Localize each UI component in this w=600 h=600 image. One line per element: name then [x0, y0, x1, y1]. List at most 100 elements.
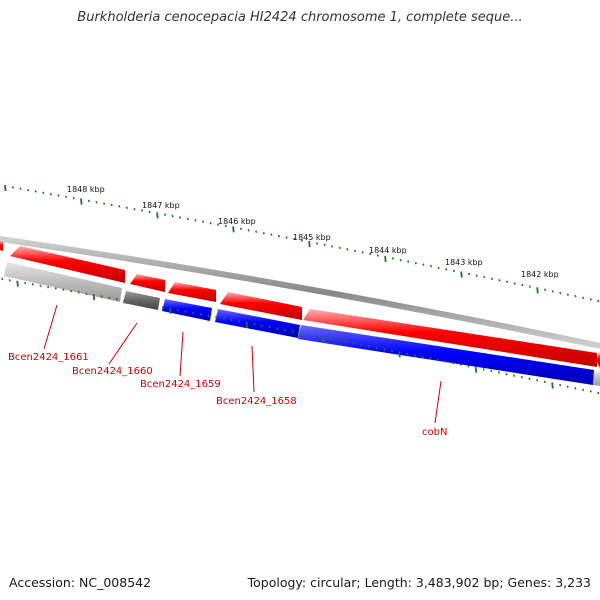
- minor-tick: [490, 369, 493, 373]
- minor-tick: [551, 290, 554, 293]
- minor-tick: [133, 207, 136, 211]
- major-tick: [232, 226, 235, 233]
- minor-tick: [413, 354, 416, 357]
- minor-tick: [77, 291, 80, 294]
- major-tick: [536, 287, 539, 294]
- minor-tick: [352, 342, 355, 345]
- major-tick: [4, 184, 7, 192]
- minor-tick: [95, 201, 98, 204]
- minor-tick: [148, 210, 151, 214]
- minor-tick: [239, 227, 243, 231]
- map-title: Burkholderia cenocepacia HI2424 chromoso…: [77, 10, 523, 25]
- minor-tick: [314, 334, 317, 338]
- minor-tick: [277, 234, 281, 238]
- minor-tick: [253, 323, 256, 326]
- minor-tick: [262, 231, 265, 235]
- minor-tick: [70, 289, 73, 293]
- minor-tick: [201, 220, 205, 223]
- minor-tick: [215, 315, 218, 319]
- minor-tick: [505, 372, 508, 376]
- leader-line: [251, 345, 255, 393]
- gene-arrow-right-light: [593, 371, 600, 386]
- gene-arrow-left-partial: [0, 241, 3, 251]
- minor-tick: [459, 363, 462, 366]
- minor-tick: [468, 272, 471, 276]
- major-tick: [169, 307, 172, 314]
- minor-tick: [597, 299, 600, 303]
- minor-tick: [72, 196, 75, 200]
- minor-tick: [49, 192, 52, 196]
- gene-label-cobn[interactable]: cobN: [422, 427, 447, 438]
- minor-tick: [421, 355, 424, 359]
- minor-tick: [62, 288, 65, 291]
- minor-tick: [47, 285, 50, 289]
- minor-tick: [331, 245, 334, 248]
- minor-tick: [293, 237, 296, 241]
- minor-tick: [207, 314, 210, 318]
- minor-tick: [27, 188, 30, 192]
- minor-tick: [1, 277, 4, 281]
- minor-tick: [39, 284, 42, 287]
- minor-tick: [230, 318, 233, 322]
- minor-tick: [209, 221, 212, 225]
- minor-tick: [300, 239, 303, 242]
- gene-label-bcen2424-1658[interactable]: Bcen2424_1658: [216, 396, 297, 407]
- tick-label: 1848 kbp: [67, 185, 105, 194]
- minor-tick: [255, 230, 258, 233]
- minor-tick: [574, 387, 577, 390]
- minor-tick: [323, 243, 326, 247]
- minor-tick: [299, 331, 302, 335]
- minor-tick: [194, 219, 197, 222]
- minor-tick: [131, 300, 134, 304]
- minor-tick: [353, 249, 357, 253]
- outer-tick-ring: [4, 184, 600, 303]
- minor-tick: [192, 311, 195, 315]
- minor-tick: [528, 285, 531, 288]
- gene-arrow-1660-rev: [123, 291, 160, 310]
- minor-tick: [283, 328, 287, 332]
- major-tick: [156, 212, 159, 219]
- gene-label-bcen2424-1659[interactable]: Bcen2424_1659: [140, 379, 221, 390]
- gene-label-bcen2424-1660[interactable]: Bcen2424_1660: [72, 366, 153, 377]
- minor-tick: [390, 349, 394, 353]
- minor-tick: [376, 254, 379, 257]
- tick-labels: 1848 kbp 1847 kbp 1846 kbp 1845 kbp 1844…: [67, 185, 559, 279]
- backbone-ring: [0, 236, 600, 349]
- minor-tick: [437, 266, 440, 270]
- minor-tick: [490, 277, 493, 281]
- forward-strand: [0, 241, 600, 368]
- leader-line: [179, 331, 184, 377]
- tick-label: 1845 kbp: [293, 233, 331, 242]
- minor-tick: [559, 291, 562, 295]
- minor-tick: [521, 283, 524, 287]
- gene-arrow-right-partial: [596, 352, 600, 368]
- minor-tick: [589, 298, 592, 301]
- minor-tick: [452, 361, 455, 365]
- minor-tick: [31, 283, 34, 286]
- gene-arrow-1661-rev: [4, 262, 122, 302]
- minor-tick: [528, 377, 531, 381]
- reverse-strand: [4, 262, 600, 386]
- gene-label-bcen2424-1661[interactable]: Bcen2424_1661: [8, 352, 89, 363]
- minor-tick: [559, 383, 562, 387]
- minor-tick: [445, 268, 448, 271]
- minor-tick: [291, 330, 294, 333]
- minor-tick: [146, 303, 149, 306]
- minor-tick: [544, 288, 547, 292]
- minor-tick: [369, 252, 372, 256]
- minor-tick: [566, 293, 569, 296]
- minor-tick: [566, 385, 569, 388]
- major-tick: [16, 280, 19, 287]
- minor-tick: [361, 251, 364, 254]
- minor-tick: [34, 190, 37, 193]
- minor-tick: [482, 368, 485, 371]
- minor-tick: [186, 217, 189, 221]
- minor-tick: [65, 195, 68, 199]
- tick-label: 1847 kbp: [142, 201, 180, 210]
- gene-arrow-1658-fwd: [220, 292, 302, 320]
- minor-tick: [163, 213, 167, 216]
- inner-tick-ring: [1, 277, 600, 395]
- gene-arrow-1659-rev: [162, 299, 212, 321]
- minor-tick: [360, 343, 363, 347]
- minor-tick: [513, 374, 516, 377]
